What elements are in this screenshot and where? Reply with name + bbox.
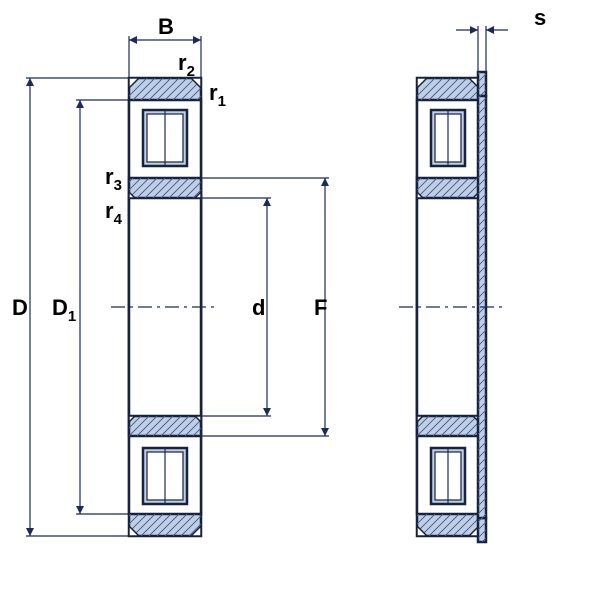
dim-label-D1: D1 [52,295,76,325]
dim-label-B: B [158,14,174,39]
dim-label-F: F [314,295,327,320]
bearing-technical-drawing: D D1 d F Bs r1 r2 r3 r4 [0,0,600,600]
dim-label-D: D [12,295,28,320]
dim-label-r3: r3 [105,164,122,194]
dim-label-s: s [534,5,546,30]
dim-label-r2: r2 [178,50,195,80]
dim-label-d: d [252,295,265,320]
dim-label-r4: r4 [105,198,123,228]
dim-label-r1: r1 [209,80,226,110]
